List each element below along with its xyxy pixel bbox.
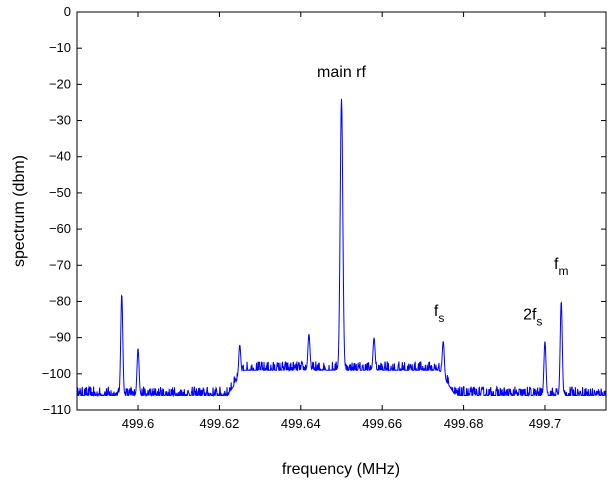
y-tick-label: −10 [49,40,71,55]
y-axis-title: spectrum (dbm) [11,155,28,267]
x-tick-label: 499.6 [122,416,155,431]
x-tick-label: 499.68 [444,416,484,431]
y-tick-label: −110 [43,402,71,417]
y-tick-label: 0 [64,4,71,19]
y-tick-label: −80 [49,293,71,308]
annotation-label: fs [434,303,444,325]
x-tick-label: 499.62 [200,416,240,431]
spectrum-line [76,98,607,398]
x-tick-label: 499.66 [362,416,402,431]
y-tick-label: −50 [49,185,71,200]
y-tick-label: −90 [49,330,71,345]
annotation-label: fm [554,256,568,278]
y-tick-label: −70 [49,257,71,272]
x-axis-title: frequency (MHz) [282,461,400,478]
x-tick-label: 499.64 [281,416,321,431]
y-tick-label: −60 [49,221,71,236]
y-tick-labels: 0 −10 −20 −30 −40 −50 −60 −70 −80 −90 −100 −110 [42,4,71,417]
y-tick-label: −100 [42,366,71,381]
plot-frame [76,11,607,411]
x-tick-labels: 499.6 499.62 499.64 499.66 499.68 499.7 [122,416,561,431]
y-tick-label: −40 [49,149,71,164]
series-layer [76,98,607,398]
annotation-label: 2fs [523,307,542,329]
y-tick-label: −30 [49,113,71,128]
annotation-label: main rf [317,64,366,81]
x-tick-label: 499.7 [529,416,562,431]
annotation-layer: main rf fs 2fs fm [317,64,568,328]
y-tick-label: −20 [49,76,71,91]
